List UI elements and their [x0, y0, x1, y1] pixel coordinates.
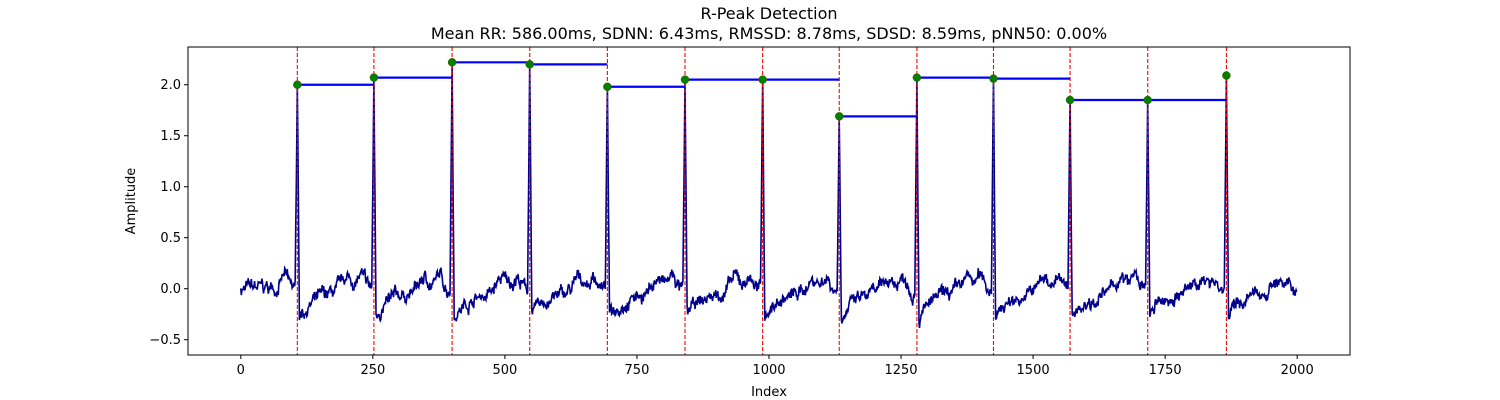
r-peak-point-4 — [603, 82, 612, 92]
y-tick-label-1: 0.0 — [160, 282, 181, 297]
r-peak-point-1 — [369, 73, 379, 82]
x-tick-label-5: 1250 — [884, 363, 917, 378]
r-peak-point-8 — [912, 73, 922, 82]
r-peak-point-3 — [525, 60, 534, 69]
r-peak-point-7 — [834, 112, 844, 121]
x-axis-ticks: 0 250 500 750 1000 1250 1500 1750 2000 — [237, 355, 1314, 378]
x-tick-label-3: 750 — [625, 363, 650, 378]
y-tick-label-3: 1.0 — [160, 180, 181, 195]
x-tick-label-8: 2000 — [1281, 363, 1314, 378]
x-tick-label-1: 250 — [360, 363, 385, 378]
r-peak-point-0 — [293, 80, 302, 89]
y-tick-label-2: 0.5 — [160, 231, 181, 246]
y-tick-label-5: 2.0 — [160, 78, 181, 93]
y-axis-label: Amplitude — [124, 168, 139, 235]
ecg-signal-line — [240, 62, 1298, 328]
y-axis-ticks: −0.5 0.0 0.5 1.0 1.5 2.0 — [149, 78, 188, 348]
x-tick-label-6: 1500 — [1017, 363, 1050, 378]
y-tick-label-0: −0.5 — [149, 333, 181, 348]
r-peak-point-2 — [447, 58, 457, 67]
chart-title: R-Peak Detection — [700, 4, 837, 23]
r-peak-point-10 — [1065, 95, 1075, 105]
x-tick-label-0: 0 — [237, 363, 245, 378]
r-peak-point-5 — [680, 75, 690, 84]
r-peak-point-11 — [1143, 95, 1152, 105]
x-tick-label-2: 500 — [492, 363, 517, 378]
x-tick-label-7: 1750 — [1149, 363, 1182, 378]
x-tick-label-4: 1000 — [752, 363, 785, 378]
r-peak-point-12 — [1222, 71, 1231, 80]
y-tick-label-4: 1.5 — [160, 129, 181, 144]
x-axis-label: Index — [751, 385, 787, 400]
r-peak-point-9 — [989, 74, 998, 83]
r-peak-point-6 — [758, 75, 767, 84]
chart-subtitle: Mean RR: 586.00ms, SDNN: 6.43ms, RMSSD: … — [431, 24, 1107, 43]
plot-area — [240, 47, 1298, 355]
